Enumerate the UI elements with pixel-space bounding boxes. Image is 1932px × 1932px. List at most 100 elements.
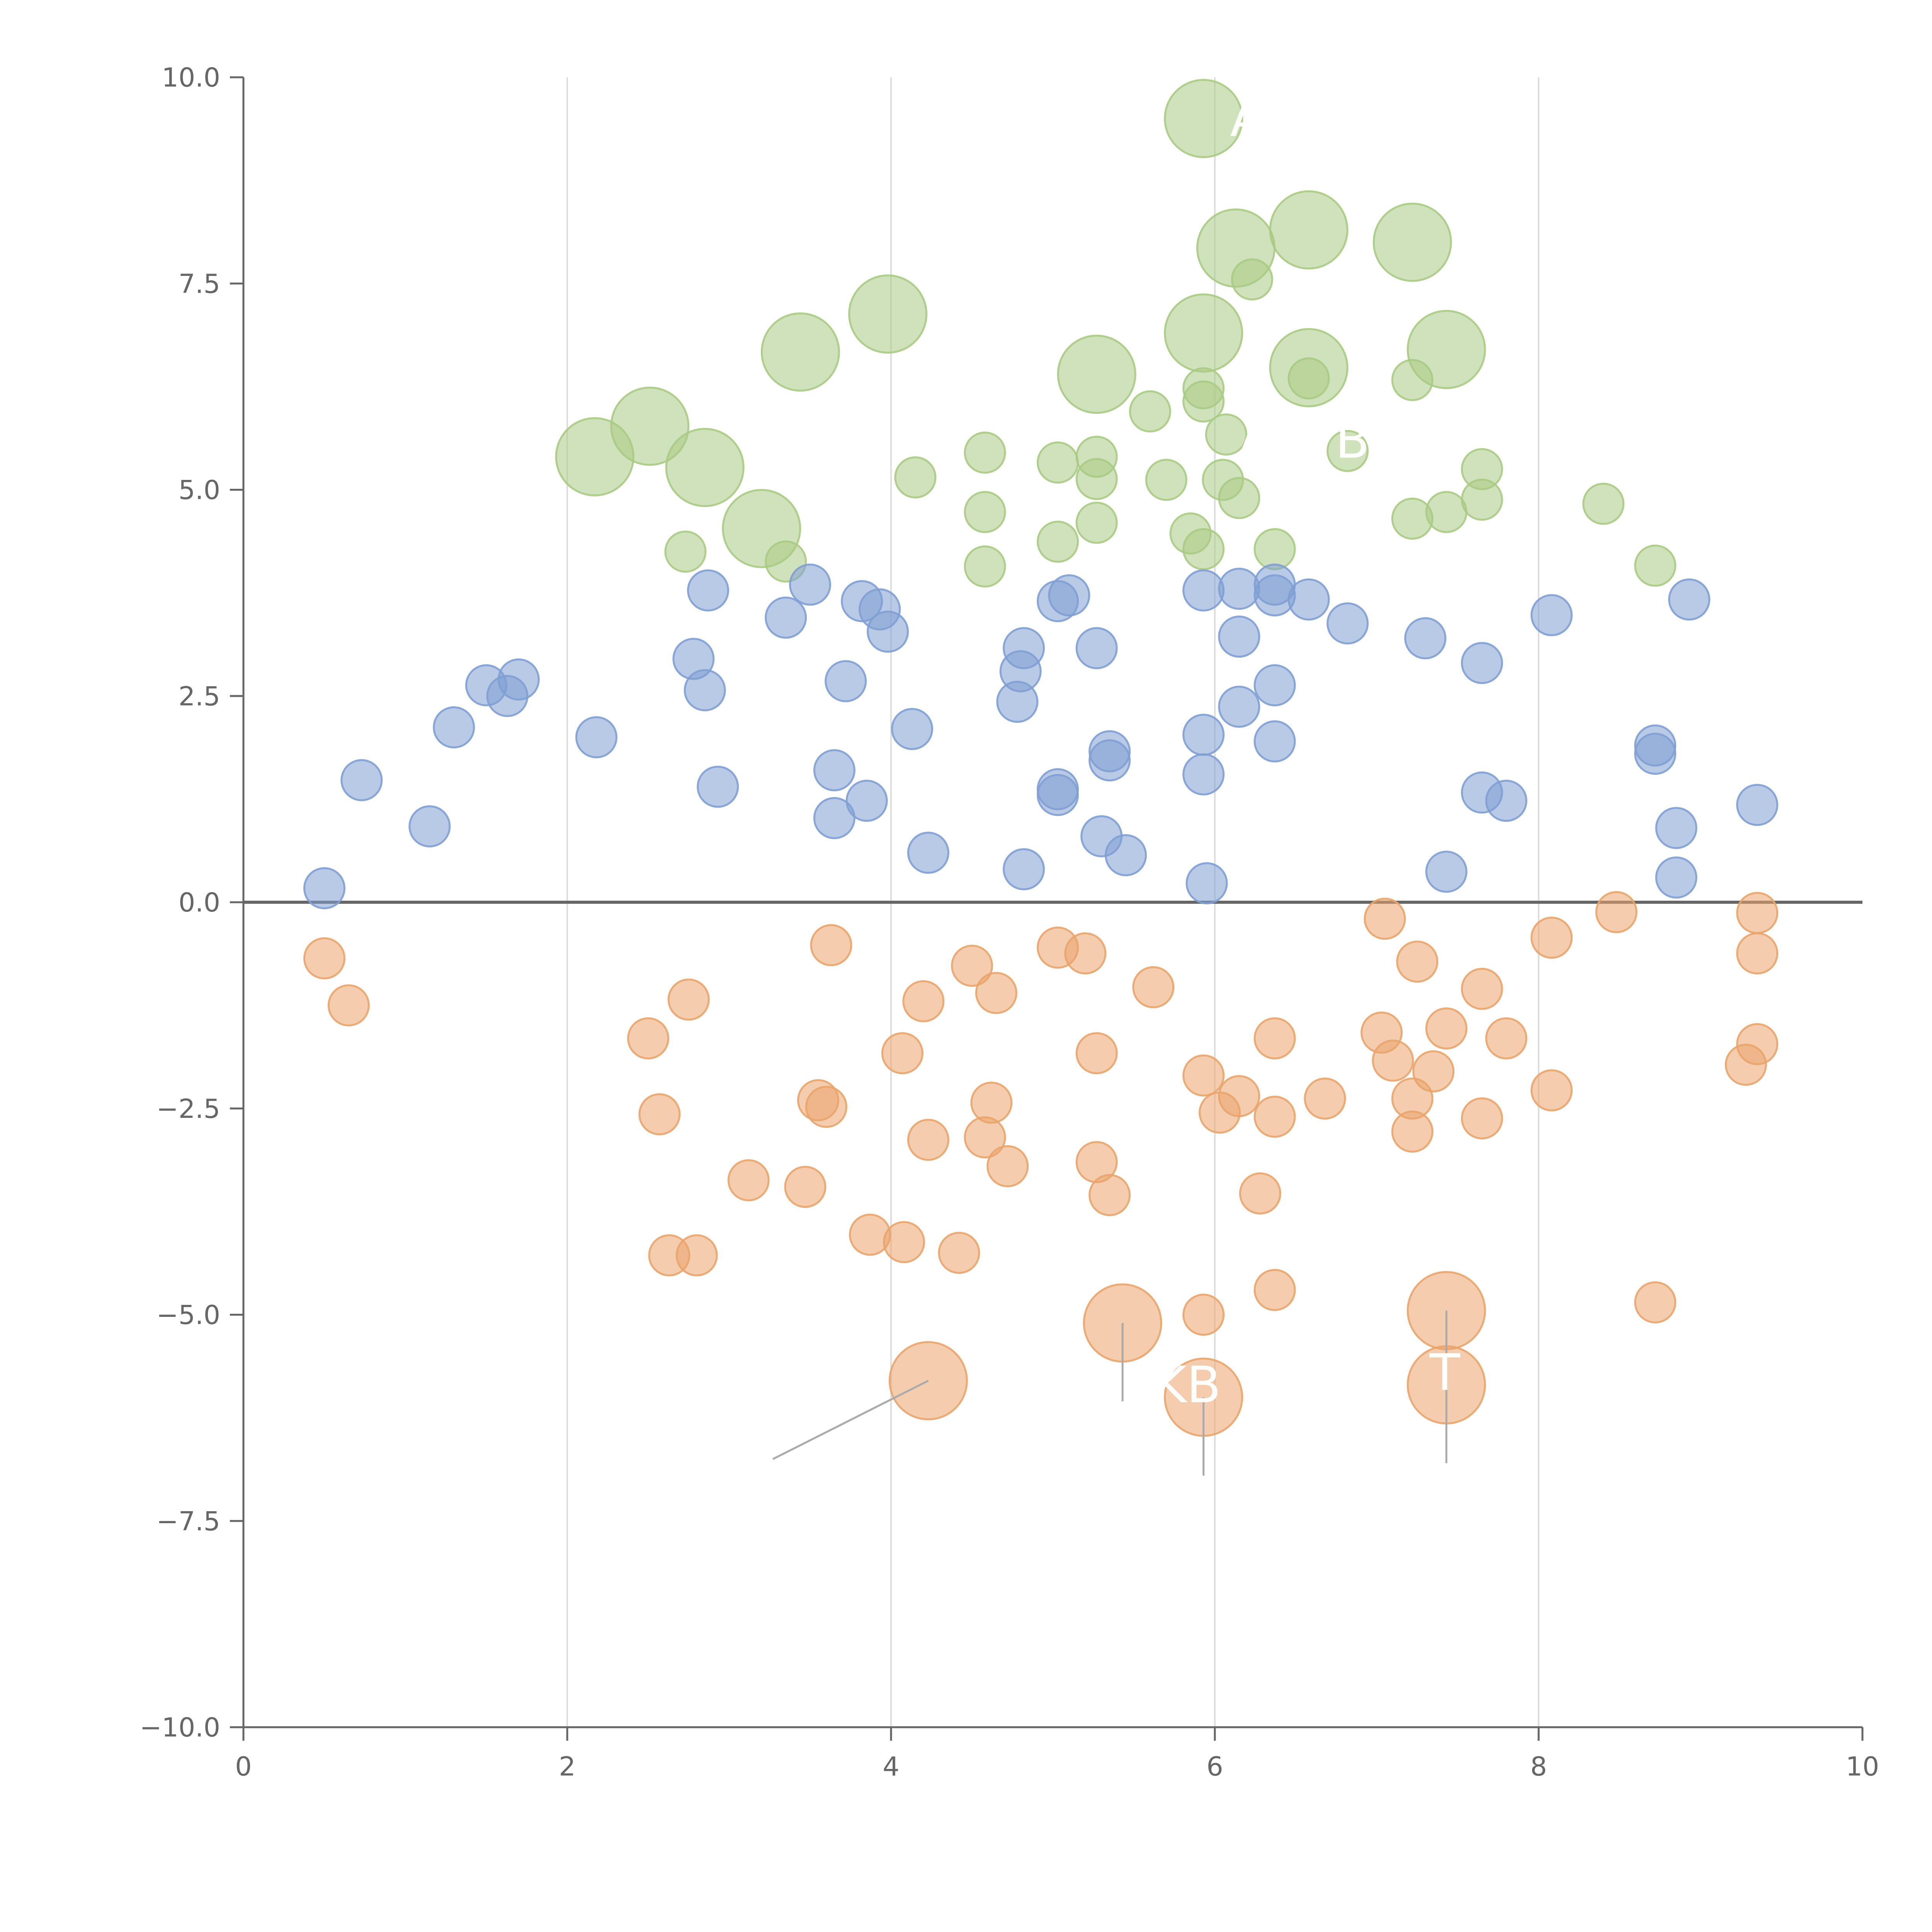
- point-green-0: [1164, 79, 1243, 158]
- annotation-label-1: B: [1327, 89, 1362, 148]
- point-green-30: [1218, 477, 1260, 519]
- point-blue-15: [867, 611, 909, 653]
- point-blue-35: [1253, 720, 1296, 763]
- point-green-44: [964, 545, 1006, 588]
- point-green-14: [1231, 258, 1273, 301]
- point-blue-51: [408, 805, 451, 848]
- point-green-2: [1372, 202, 1452, 282]
- point-orange-47: [907, 1119, 949, 1161]
- annotation-labels: A B A B KB T: [1154, 89, 1461, 1414]
- point-orange-45: [1391, 1111, 1434, 1153]
- point-orange-33: [1182, 1054, 1225, 1097]
- point-blue-9: [1668, 578, 1711, 621]
- point-green-19: [1129, 390, 1171, 433]
- point-orange-15: [951, 944, 993, 987]
- annotation-label-5: T: [1429, 1343, 1460, 1402]
- point-green-40: [1182, 528, 1225, 570]
- annotation-label-0: A: [1230, 89, 1264, 148]
- point-orange-43: [1253, 1095, 1296, 1138]
- point-green-27: [1145, 459, 1187, 501]
- point-green-21: [1327, 430, 1369, 472]
- point-blue-49: [1736, 784, 1779, 826]
- point-green-5: [1164, 293, 1243, 373]
- point-orange-30: [1372, 1039, 1414, 1082]
- point-blue-3: [1218, 568, 1260, 610]
- point-blue-21: [1461, 642, 1503, 684]
- point-blue-52: [1655, 807, 1697, 849]
- point-green-26: [894, 456, 937, 498]
- point-green-32: [1582, 483, 1625, 525]
- point-green-15: [1287, 357, 1330, 400]
- point-blue-32: [891, 708, 933, 750]
- point-blue-54: [907, 832, 949, 874]
- point-orange-11: [1064, 932, 1107, 975]
- point-blue-1: [789, 563, 831, 606]
- point-blue-30: [1218, 685, 1260, 728]
- point-orange-7: [1364, 898, 1406, 940]
- point-orange-19: [667, 978, 710, 1021]
- point-blue-48: [1485, 779, 1527, 822]
- point-green-22: [964, 431, 1006, 474]
- axes: 0 2 4 6 8 10 −10.0 −7.5 −5.0 −2.5 0.0 2.5 5.0 7.5 10.0: [140, 63, 1879, 1782]
- point-green-28: [1075, 458, 1118, 500]
- point-orange-49: [986, 1145, 1029, 1187]
- y-tick-label: −7.5: [156, 1506, 220, 1537]
- point-blue-58: [1655, 856, 1697, 899]
- point-orange-13: [303, 937, 345, 980]
- point-orange-26: [1485, 1017, 1527, 1060]
- point-blue-40: [813, 749, 855, 791]
- point-blue-10: [1037, 580, 1079, 622]
- y-tick-label: −2.5: [156, 1094, 220, 1124]
- point-green-11: [555, 417, 634, 497]
- point-blue-2: [1182, 569, 1225, 612]
- point-orange-31: [1725, 1044, 1767, 1086]
- point-green-7: [760, 312, 840, 392]
- point-green-38: [1037, 520, 1079, 563]
- point-orange-39: [970, 1082, 1013, 1124]
- point-orange-5: [1595, 891, 1638, 934]
- x-tick-label: 6: [1206, 1752, 1223, 1782]
- point-orange-60: [1634, 1281, 1677, 1323]
- annotation-label-4: KB: [1154, 1355, 1221, 1414]
- data-points: [303, 79, 1779, 1437]
- point-orange-52: [1239, 1172, 1281, 1215]
- point-orange-25: [1253, 1017, 1296, 1060]
- point-orange-53: [1088, 1174, 1131, 1216]
- point-orange-29: [1075, 1032, 1118, 1075]
- point-blue-24: [825, 660, 867, 702]
- point-green-20: [1205, 413, 1247, 456]
- point-orange-59: [1253, 1269, 1296, 1311]
- point-orange-56: [938, 1231, 980, 1274]
- x-tick-label: 2: [559, 1752, 575, 1782]
- point-green-9: [1057, 335, 1136, 414]
- point-blue-19: [1075, 627, 1118, 669]
- point-orange-8: [1531, 917, 1573, 959]
- point-blue-56: [1003, 848, 1045, 891]
- point-orange-24: [627, 1017, 669, 1060]
- point-green-4: [848, 274, 928, 354]
- point-green-35: [1391, 497, 1434, 540]
- point-green-1: [1269, 190, 1349, 270]
- point-orange-28: [881, 1032, 923, 1075]
- point-blue-38: [1634, 733, 1677, 775]
- point-blue-50: [813, 797, 855, 839]
- point-blue-43: [697, 765, 739, 808]
- point-blue-57: [1425, 850, 1468, 893]
- point-blue-34: [575, 716, 617, 759]
- point-orange-46: [964, 1116, 1006, 1158]
- y-tick-label: 10.0: [162, 63, 220, 93]
- point-green-39: [1253, 528, 1296, 570]
- point-orange-16: [1132, 966, 1175, 1009]
- annotation-label-3: B: [1335, 411, 1370, 469]
- point-orange-34: [1531, 1069, 1573, 1112]
- point-orange-37: [1304, 1077, 1346, 1120]
- y-tick-label: 5.0: [179, 475, 220, 506]
- point-orange-42: [638, 1093, 681, 1136]
- point-orange-20: [902, 980, 945, 1022]
- y-tick-label: −5.0: [156, 1300, 220, 1331]
- point-green-36: [1075, 502, 1118, 544]
- point-orange-50: [727, 1159, 770, 1201]
- point-green-16: [1391, 359, 1434, 401]
- point-green-12: [665, 428, 745, 507]
